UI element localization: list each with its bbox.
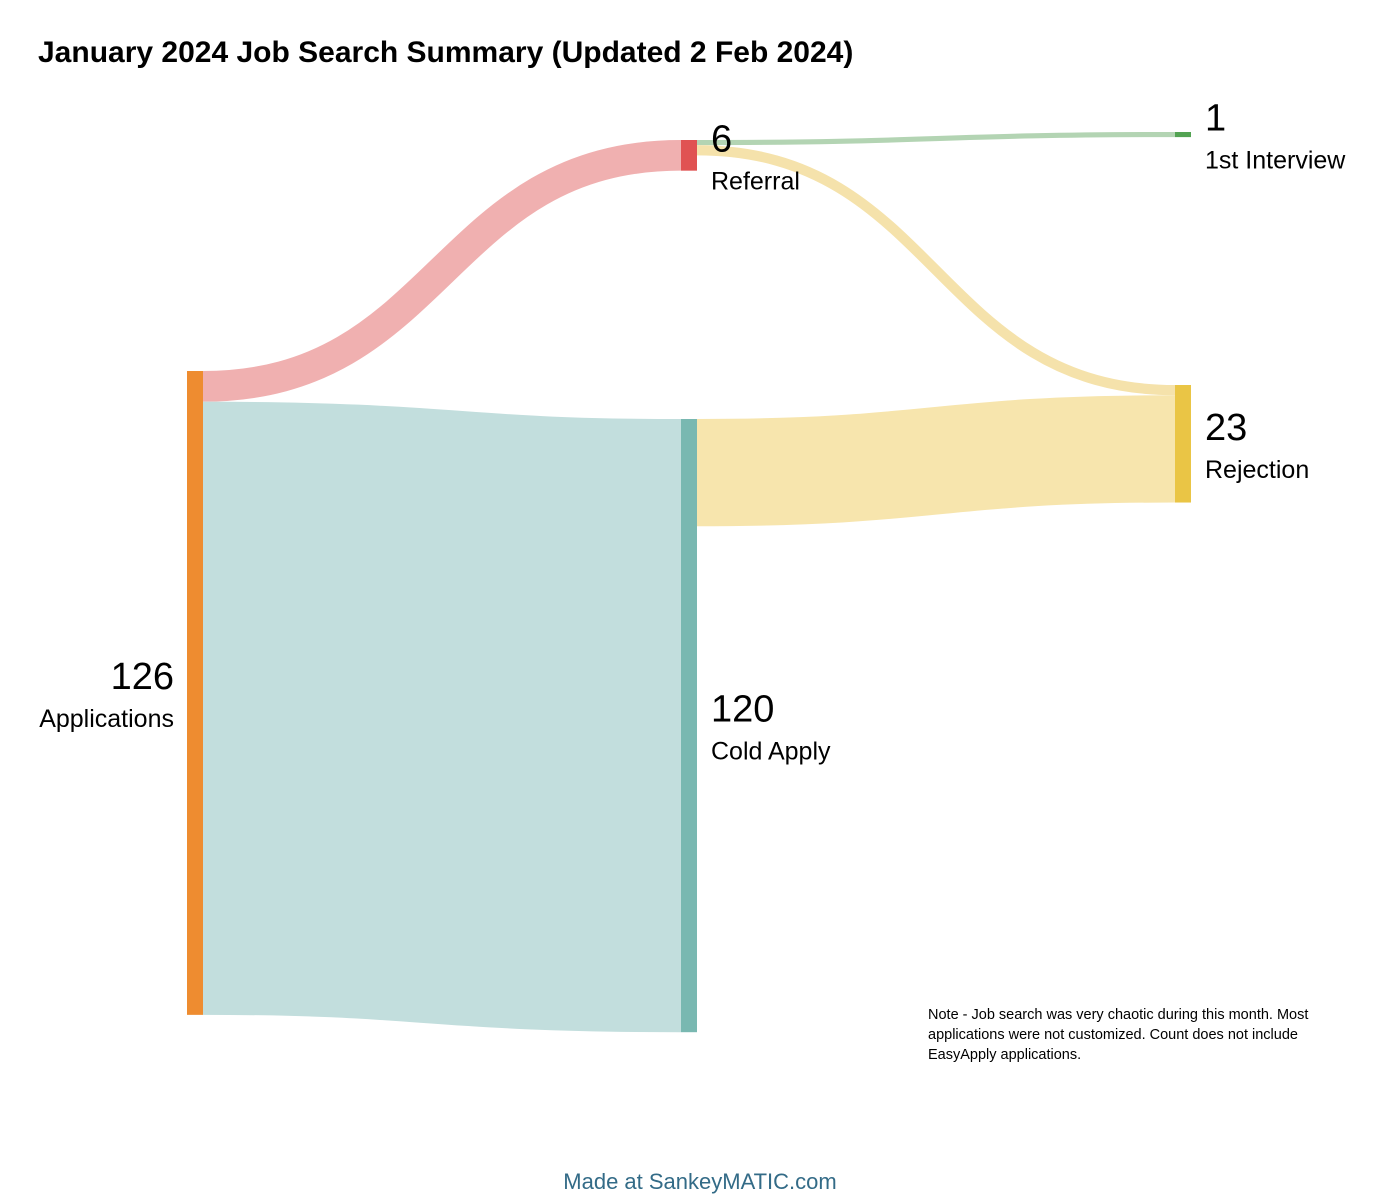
link-applications-to-cold	[202, 401, 682, 1033]
link-referral-to-rejection	[696, 145, 1176, 396]
link-cold-to-rejection	[696, 395, 1176, 527]
node-cold-value: 120	[711, 689, 774, 731]
link-applications-to-referral	[202, 140, 682, 402]
note: Note - Job search was very chaotic durin…	[928, 1007, 1308, 1063]
node-rejection	[1175, 385, 1191, 503]
note-line-1: Note - Job search was very chaotic durin…	[928, 1007, 1308, 1023]
label-layer: 126 Applications 6 Referral 120 Cold Apply 1 1s…	[39, 98, 1346, 766]
credit-link[interactable]: Made at SankeyMATIC.com	[563, 1169, 836, 1194]
node-rejection-label: Rejection	[1205, 456, 1309, 484]
chart-title: January 2024 Job Search Summary (Updated…	[38, 36, 853, 69]
node-interview-label: 1st Interview	[1205, 147, 1346, 175]
node-applications-value: 126	[111, 656, 174, 698]
node-interview-value: 1	[1205, 98, 1226, 140]
node-rejection-value: 23	[1205, 407, 1247, 449]
node-interview	[1175, 132, 1191, 138]
node-layer	[187, 132, 1191, 1033]
link-referral-to-interview	[696, 132, 1176, 146]
node-applications	[187, 371, 203, 1015]
note-line-3: EasyApply applications.	[928, 1047, 1081, 1063]
note-line-2: applications were not customized. Count …	[928, 1027, 1298, 1043]
node-cold	[681, 419, 697, 1033]
node-applications-label: Applications	[39, 705, 174, 733]
node-referral-value: 6	[711, 118, 732, 160]
link-layer	[202, 132, 1176, 1033]
node-referral-label: Referral	[711, 167, 800, 195]
node-cold-label: Cold Apply	[711, 738, 831, 766]
node-referral	[681, 140, 697, 171]
